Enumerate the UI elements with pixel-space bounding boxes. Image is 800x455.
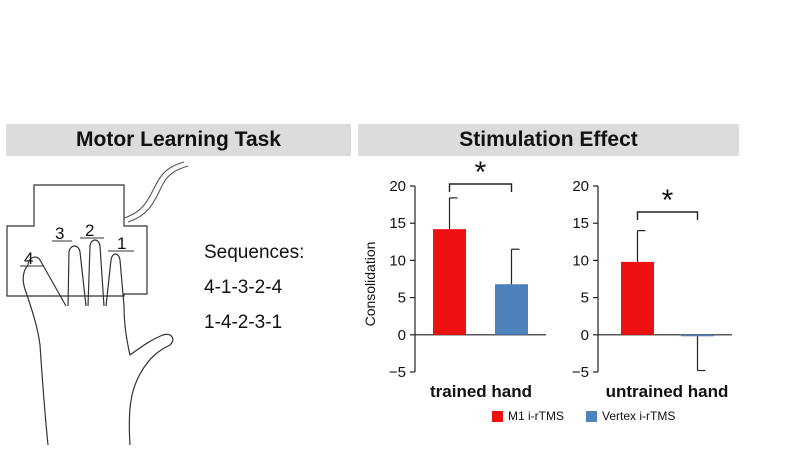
legend-swatch-vertex — [586, 410, 597, 422]
untrained-y-tick-label: 20 — [572, 178, 589, 195]
legend-swatch-m1 — [492, 410, 503, 422]
legend-label-m1: M1 i-rTMS — [508, 409, 564, 423]
trained-y-tick-label: 5 — [398, 290, 406, 307]
motor-task-header: Motor Learning Task — [6, 124, 351, 156]
trained-y-tick-label: −5 — [389, 364, 406, 381]
untrained-y-tick-label: 5 — [581, 290, 589, 307]
finger-2-label: 2 — [85, 221, 94, 240]
untrained-y-tick-label: 10 — [572, 252, 589, 269]
trained-bar-m1 — [433, 229, 466, 335]
trained-significance-bracket — [448, 183, 513, 192]
sequences-label: Sequences: — [204, 242, 305, 263]
trained-y-tick-label: 10 — [389, 252, 406, 269]
untrained-y-tick-label: 0 — [581, 327, 589, 344]
finger-4-label: 4 — [24, 249, 33, 268]
untrained-y-tick-label: 15 — [572, 215, 589, 232]
sequence-2: 1-4-2-3-1 — [204, 312, 283, 333]
finger-3-label: 3 — [55, 224, 64, 243]
keypad-outline — [6, 184, 148, 297]
keypad-cable — [123, 161, 189, 223]
trained-y-label: Consolidation — [362, 242, 378, 327]
legend-label-vertex: Vertex i-rTMS — [602, 409, 676, 423]
legend-item-vertex: Vertex i-rTMS — [586, 409, 675, 423]
untrained-x-label: untrained hand — [606, 382, 729, 401]
untrained-bar-m1 — [621, 261, 654, 335]
legend-item-m1: M1 i-rTMS — [492, 409, 564, 423]
sequence-1: 4-1-3-2-4 — [204, 277, 283, 298]
untrained-significance-star: * — [662, 184, 674, 217]
trained-significance-star: * — [475, 156, 487, 189]
untrained-y-tick-label: −5 — [572, 364, 589, 381]
finger-1-label: 1 — [117, 234, 126, 253]
trained-y-tick-label: 15 — [389, 215, 406, 232]
stimulation-effect-title: Stimulation Effect — [459, 128, 638, 151]
trained-bar-vertex — [495, 284, 528, 335]
hand-outline-icon — [22, 239, 174, 446]
trained-y-tick-label: 20 — [389, 178, 406, 195]
trained-x-label: trained hand — [430, 382, 532, 401]
hand-illustration: 4 3 2 1 — [6, 161, 189, 446]
motor-task-title: Motor Learning Task — [76, 128, 281, 151]
untrained-significance-bracket — [636, 211, 699, 220]
stimulation-effect-header: Stimulation Effect — [358, 124, 739, 156]
trained-y-tick-label: 0 — [398, 327, 406, 344]
untrained-bar-vertex — [681, 334, 714, 337]
